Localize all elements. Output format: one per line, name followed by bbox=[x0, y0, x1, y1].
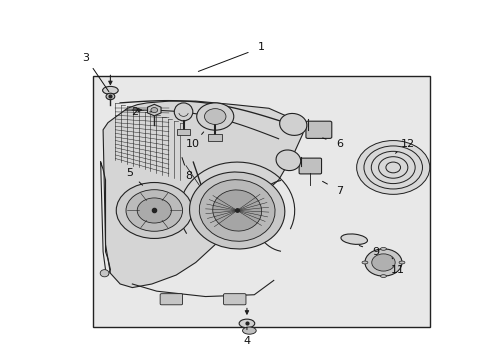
Circle shape bbox=[116, 183, 192, 238]
Circle shape bbox=[371, 254, 394, 271]
Text: 4: 4 bbox=[243, 336, 250, 346]
Ellipse shape bbox=[380, 275, 386, 278]
FancyBboxPatch shape bbox=[223, 294, 245, 305]
Ellipse shape bbox=[189, 172, 284, 249]
Ellipse shape bbox=[174, 103, 192, 121]
Ellipse shape bbox=[199, 180, 274, 241]
Circle shape bbox=[364, 249, 401, 276]
Text: 9: 9 bbox=[372, 247, 379, 257]
Text: 12: 12 bbox=[400, 139, 414, 149]
Ellipse shape bbox=[239, 319, 254, 328]
Ellipse shape bbox=[398, 261, 404, 264]
Circle shape bbox=[137, 198, 171, 223]
FancyBboxPatch shape bbox=[299, 158, 321, 174]
Text: 5: 5 bbox=[126, 168, 133, 178]
Circle shape bbox=[126, 190, 182, 231]
Text: 3: 3 bbox=[82, 53, 89, 63]
Circle shape bbox=[151, 108, 158, 113]
Bar bbox=[208, 134, 222, 140]
Text: 7: 7 bbox=[335, 186, 343, 196]
Bar bbox=[93, 76, 429, 327]
Ellipse shape bbox=[361, 261, 367, 264]
Ellipse shape bbox=[212, 190, 261, 231]
Circle shape bbox=[204, 109, 225, 125]
Ellipse shape bbox=[100, 270, 109, 277]
FancyBboxPatch shape bbox=[160, 294, 182, 305]
Text: 8: 8 bbox=[184, 171, 192, 181]
Ellipse shape bbox=[276, 150, 300, 171]
Circle shape bbox=[356, 140, 429, 194]
Text: 1: 1 bbox=[258, 42, 264, 52]
Text: 10: 10 bbox=[186, 139, 200, 149]
Ellipse shape bbox=[102, 86, 118, 94]
Bar bbox=[176, 129, 190, 135]
Text: 2: 2 bbox=[131, 107, 138, 117]
Text: 11: 11 bbox=[390, 265, 404, 275]
Ellipse shape bbox=[279, 113, 306, 135]
Ellipse shape bbox=[106, 93, 115, 100]
Text: 6: 6 bbox=[335, 139, 343, 149]
Polygon shape bbox=[103, 101, 303, 288]
FancyBboxPatch shape bbox=[305, 121, 331, 138]
Ellipse shape bbox=[340, 234, 366, 244]
Ellipse shape bbox=[242, 327, 256, 334]
Polygon shape bbox=[147, 104, 161, 116]
Ellipse shape bbox=[380, 247, 386, 250]
Circle shape bbox=[196, 103, 233, 130]
